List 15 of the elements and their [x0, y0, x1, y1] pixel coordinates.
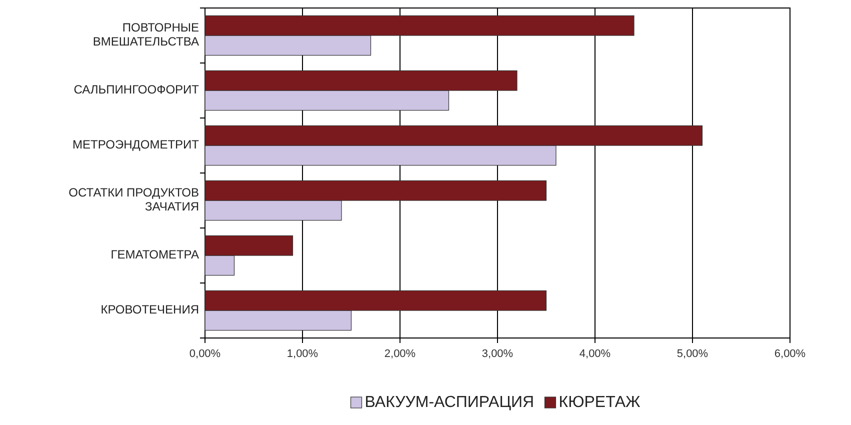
- y-tick-label: МЕТРОЭНДОМЕТРИТ: [72, 138, 200, 152]
- y-tick-label: САЛЬПИНГООФОРИТ: [74, 82, 200, 97]
- x-tick-label: 5,00%: [676, 348, 708, 360]
- x-tick-label: 0,00%: [189, 348, 221, 360]
- legend-label: КЮРЕТАЖ: [558, 394, 640, 412]
- x-tick-label: 2,00%: [384, 348, 416, 360]
- x-tick-label: 3,00%: [482, 348, 514, 360]
- y-tick-label: ОСТАТКИ ПРОДУКТОВ ЗАЧАТИЯ: [68, 186, 199, 214]
- x-tick-label: 4,00%: [579, 348, 611, 360]
- y-tick-label: ГЕМАТОМЕТРА: [110, 248, 199, 262]
- legend-label: ВАКУУМ-АСПИРАЦИЯ: [364, 394, 534, 412]
- x-tick-label: 1,00%: [286, 348, 318, 360]
- y-tick-label: КРОВОТЕЧЕНИЯ: [100, 302, 199, 317]
- x-tick-label: 6,00%: [774, 348, 806, 360]
- y-tick-label: ПОВТОРНЫЕ ВМЕШАТЕЛЬСТВА: [92, 20, 199, 49]
